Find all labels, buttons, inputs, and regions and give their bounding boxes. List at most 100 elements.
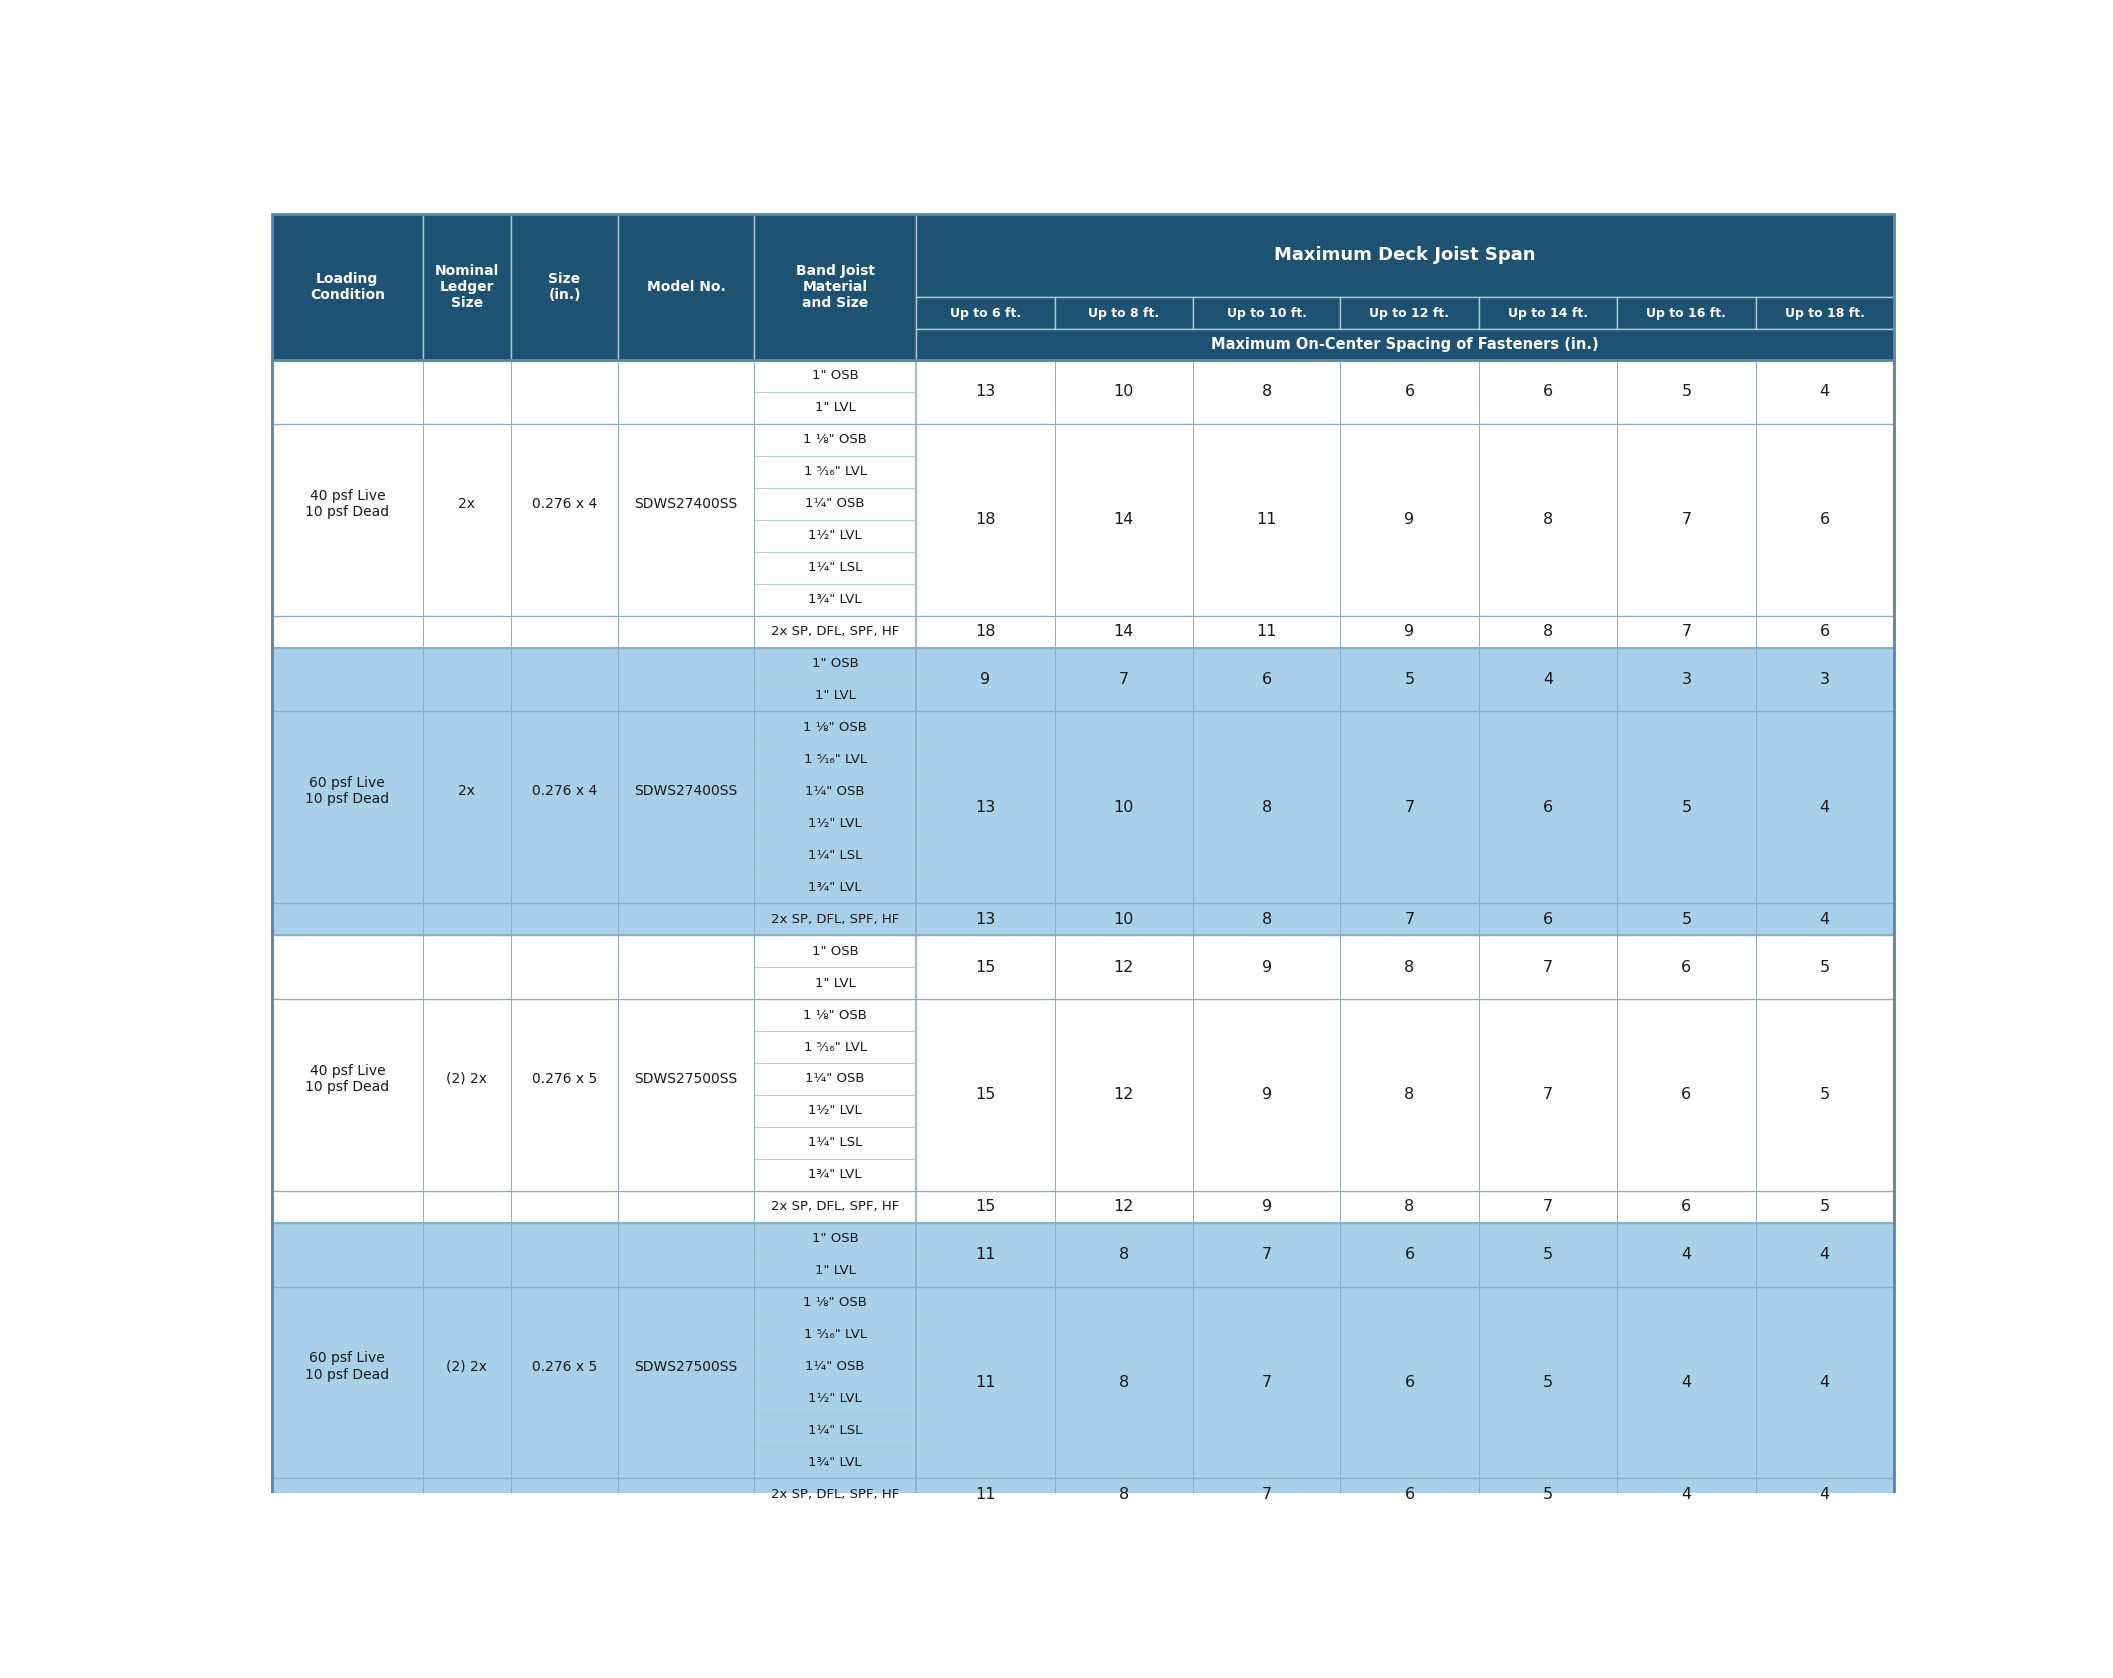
- Text: 9: 9: [1405, 512, 1414, 527]
- Text: 8: 8: [1261, 384, 1272, 399]
- Text: 1 ⁵⁄₁₆" LVL: 1 ⁵⁄₁₆" LVL: [803, 465, 866, 478]
- Text: 7: 7: [1261, 1247, 1272, 1262]
- Bar: [1479, 935, 1616, 1223]
- Bar: [1756, 648, 1893, 935]
- Bar: [754, 213, 917, 361]
- Bar: [1756, 935, 1893, 1223]
- Text: 2x SP, DFL, SPF, HF: 2x SP, DFL, SPF, HF: [771, 1488, 900, 1500]
- Text: 4: 4: [1819, 911, 1830, 926]
- Text: 8: 8: [1118, 1247, 1128, 1262]
- Text: 7: 7: [1261, 1374, 1272, 1389]
- Text: 1" OSB: 1" OSB: [811, 945, 858, 958]
- Text: 5: 5: [1682, 911, 1690, 926]
- Bar: [917, 648, 1054, 935]
- Bar: [617, 1223, 754, 1510]
- Text: 9: 9: [1261, 960, 1272, 975]
- Text: 7: 7: [1118, 671, 1128, 686]
- Text: 1" OSB: 1" OSB: [811, 1232, 858, 1245]
- Text: 1½" LVL: 1½" LVL: [809, 1104, 862, 1118]
- Text: 2x: 2x: [459, 497, 475, 510]
- Bar: [617, 648, 754, 935]
- Text: 4: 4: [1682, 1247, 1690, 1262]
- Text: 40 psf Live
10 psf Dead: 40 psf Live 10 psf Dead: [304, 1064, 389, 1094]
- Bar: [1194, 361, 1340, 648]
- Text: 3: 3: [1682, 671, 1690, 686]
- Text: 6: 6: [1542, 911, 1553, 926]
- Text: 8: 8: [1261, 800, 1272, 816]
- Bar: [1340, 935, 1479, 1223]
- Text: 9: 9: [980, 671, 991, 686]
- Text: 5: 5: [1819, 960, 1830, 975]
- Text: Nominal
Ledger
Size: Nominal Ledger Size: [435, 263, 499, 310]
- Bar: [754, 1223, 917, 1510]
- Text: Up to 10 ft.: Up to 10 ft.: [1228, 307, 1306, 319]
- Text: 9: 9: [1261, 1200, 1272, 1215]
- Bar: [1194, 297, 1340, 329]
- Text: 12: 12: [1114, 960, 1135, 975]
- Bar: [1756, 361, 1893, 648]
- Text: 1 ⅛" OSB: 1 ⅛" OSB: [803, 433, 866, 446]
- Text: SDWS27400SS: SDWS27400SS: [634, 784, 737, 799]
- Text: 0.276 x 5: 0.276 x 5: [532, 1072, 598, 1086]
- Text: 18: 18: [974, 512, 995, 527]
- Text: 40 psf Live
10 psf Dead: 40 psf Live 10 psf Dead: [304, 488, 389, 519]
- Text: 12: 12: [1114, 1200, 1135, 1215]
- Text: Up to 8 ft.: Up to 8 ft.: [1088, 307, 1160, 319]
- Text: 5: 5: [1542, 1247, 1553, 1262]
- Bar: [511, 648, 617, 935]
- Text: Loading
Condition: Loading Condition: [311, 272, 385, 302]
- Text: 6: 6: [1682, 1200, 1690, 1215]
- Bar: [1616, 361, 1756, 648]
- Text: 6: 6: [1819, 624, 1830, 639]
- Bar: [1756, 1223, 1893, 1510]
- Bar: [917, 1223, 1054, 1510]
- Text: 6: 6: [1819, 512, 1830, 527]
- Text: 11: 11: [1257, 624, 1276, 639]
- Text: 0.276 x 5: 0.276 x 5: [532, 1359, 598, 1374]
- Bar: [1756, 297, 1893, 329]
- Text: 1½" LVL: 1½" LVL: [809, 817, 862, 831]
- Bar: [423, 1223, 511, 1510]
- Text: 5: 5: [1819, 1087, 1830, 1102]
- Text: 6: 6: [1682, 960, 1690, 975]
- Text: SDWS27400SS: SDWS27400SS: [634, 497, 737, 510]
- Bar: [917, 935, 1054, 1223]
- Text: 1¼" LSL: 1¼" LSL: [807, 849, 862, 862]
- Text: 10: 10: [1114, 384, 1135, 399]
- Bar: [511, 213, 617, 361]
- Bar: [917, 213, 1893, 297]
- Text: 8: 8: [1542, 624, 1553, 639]
- Bar: [1054, 361, 1194, 648]
- Bar: [1340, 1223, 1479, 1510]
- Text: 10: 10: [1114, 800, 1135, 816]
- Text: 7: 7: [1261, 1487, 1272, 1502]
- Text: 1¾" LVL: 1¾" LVL: [809, 1457, 862, 1468]
- Text: 1¼" OSB: 1¼" OSB: [805, 785, 864, 797]
- Text: 1" LVL: 1" LVL: [816, 1264, 856, 1277]
- Bar: [1340, 648, 1479, 935]
- Text: 12: 12: [1114, 1087, 1135, 1102]
- Text: 1½" LVL: 1½" LVL: [809, 529, 862, 542]
- Text: 4: 4: [1682, 1374, 1690, 1389]
- Bar: [1054, 1223, 1194, 1510]
- Text: 6: 6: [1405, 1374, 1414, 1389]
- Text: 5: 5: [1819, 1200, 1830, 1215]
- Text: 2x SP, DFL, SPF, HF: 2x SP, DFL, SPF, HF: [771, 1200, 900, 1213]
- Text: 1½" LVL: 1½" LVL: [809, 1393, 862, 1404]
- Text: 2x SP, DFL, SPF, HF: 2x SP, DFL, SPF, HF: [771, 913, 900, 926]
- Text: 1¾" LVL: 1¾" LVL: [809, 592, 862, 606]
- Text: 5: 5: [1682, 384, 1690, 399]
- Text: 8: 8: [1405, 960, 1414, 975]
- Bar: [754, 648, 917, 935]
- Text: Size
(in.): Size (in.): [547, 272, 581, 302]
- Text: 9: 9: [1405, 624, 1414, 639]
- Text: 1¼" OSB: 1¼" OSB: [805, 1072, 864, 1086]
- Text: Band Joist
Material
and Size: Band Joist Material and Size: [797, 263, 875, 310]
- Bar: [1479, 361, 1616, 648]
- Text: 13: 13: [976, 911, 995, 926]
- Bar: [1054, 648, 1194, 935]
- Text: 1" LVL: 1" LVL: [816, 690, 856, 701]
- Bar: [273, 1223, 423, 1510]
- Text: 3: 3: [1819, 671, 1830, 686]
- Text: 7: 7: [1542, 960, 1553, 975]
